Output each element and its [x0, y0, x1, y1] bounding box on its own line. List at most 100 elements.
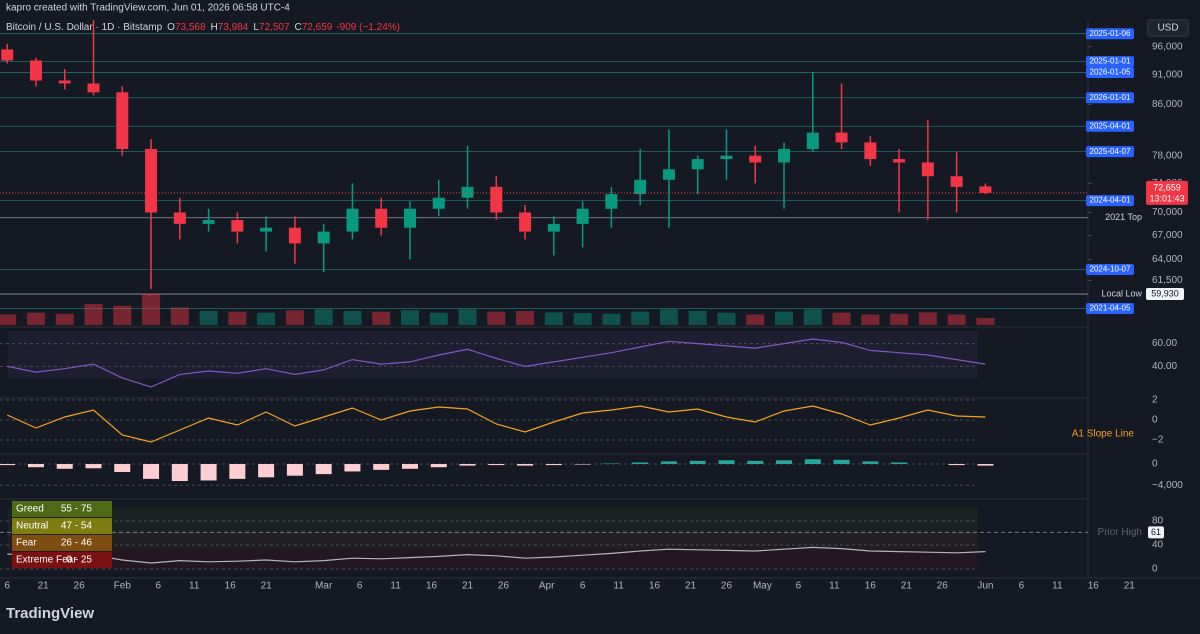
- x-tick-label: Apr: [539, 581, 555, 592]
- pane-bar: [56, 464, 73, 469]
- candle-body: [87, 83, 100, 93]
- candle-body: [490, 186, 503, 213]
- candle-body: [58, 80, 71, 84]
- pane-bar: [143, 464, 160, 479]
- volume-bar: [142, 293, 161, 325]
- x-tick-label: 11: [390, 581, 401, 592]
- x-tick-label: Feb: [114, 581, 132, 592]
- pane-tick-label: 2: [1152, 395, 1158, 406]
- pane-tick-label: −2: [1152, 435, 1164, 446]
- ohlc-value: 72,659: [302, 22, 333, 33]
- volume-bar: [400, 310, 419, 325]
- volume-bar: [947, 314, 966, 325]
- legend-range: 0 - 25: [66, 555, 92, 566]
- pane-bar: [776, 460, 793, 465]
- currency[interactable]: USD: [1157, 23, 1178, 34]
- level-badge: [1086, 66, 1134, 78]
- candle-body: [547, 223, 560, 232]
- x-tick-label: 16: [426, 581, 438, 592]
- level-value-box: [1146, 288, 1184, 301]
- pane-label: A1 Slope Line: [1072, 429, 1135, 440]
- candle-body: [202, 220, 215, 224]
- pane-bar: [517, 464, 534, 466]
- volume-bar: [372, 311, 391, 325]
- volume-bar: [717, 312, 736, 325]
- volume-bar: [113, 305, 132, 325]
- level-label: 2024-04-01: [1090, 196, 1131, 205]
- x-tick-label: 21: [462, 581, 474, 592]
- ohlc-key: C: [295, 22, 302, 33]
- level-label: 2021 Top: [1105, 212, 1142, 222]
- level-badge: [1086, 56, 1134, 68]
- volume-bar: [976, 318, 995, 325]
- candle-body: [461, 186, 474, 198]
- legend-name: Neutral: [16, 521, 48, 532]
- y-tick-label: 86,000: [1152, 99, 1183, 110]
- pane-bar: [488, 464, 505, 466]
- volume-bar: [516, 311, 535, 325]
- volume-bar: [602, 313, 621, 325]
- candle-body: [145, 148, 158, 213]
- x-tick-label: 11: [829, 581, 840, 592]
- pane-bar: [286, 464, 303, 476]
- pane-bar: [0, 464, 16, 466]
- level-label: 2026-01-01: [1090, 93, 1131, 102]
- x-tick-label: 6: [357, 581, 363, 592]
- pane-tick-label: 0: [1152, 564, 1158, 575]
- x-tick-label: 6: [1019, 581, 1025, 592]
- level-label: 2025-01-06: [1090, 29, 1131, 38]
- candle-body: [116, 92, 129, 149]
- level-label: 2024-10-07: [1090, 265, 1131, 274]
- x-tick-label: 21: [1124, 581, 1136, 592]
- ohlc-key: O: [167, 22, 175, 33]
- x-tick-label: 21: [38, 581, 50, 592]
- pane-tick-label: 80: [1152, 516, 1164, 527]
- legend-name: Fear: [16, 538, 37, 549]
- y-tick-label: 96,000: [1152, 41, 1183, 52]
- pane-bar: [344, 464, 361, 472]
- credit: kapro created with TradingView.com, Jun …: [6, 3, 290, 14]
- pane-bar: [862, 461, 879, 465]
- prior-high-box: [1148, 526, 1164, 539]
- volume-bar: [918, 312, 937, 325]
- level-label: 2021-04-05: [1090, 304, 1131, 313]
- pane-bar: [632, 462, 649, 465]
- volume-bar: [343, 311, 362, 325]
- x-tick-label: Jun: [977, 581, 993, 592]
- volume-bar: [84, 304, 103, 325]
- x-tick-label: 21: [685, 581, 697, 592]
- candle-body: [29, 60, 42, 81]
- x-tick-label: 26: [937, 581, 949, 592]
- volume-bar: [257, 312, 276, 325]
- candle-body: [835, 132, 848, 143]
- pane-bar: [373, 464, 390, 470]
- volume-bar: [573, 313, 592, 325]
- volume-bar: [228, 311, 247, 325]
- volume-bar: [688, 311, 707, 325]
- currency-box[interactable]: [1147, 19, 1189, 37]
- countdown: 13:01:43: [1149, 193, 1184, 203]
- pane-line: [7, 546, 986, 564]
- pane-tick-label: 40: [1152, 540, 1164, 551]
- pane-tick-label: 0: [1152, 415, 1158, 426]
- volume-bar: [429, 312, 448, 325]
- volume-bar: [659, 309, 678, 325]
- ohlc-key: H: [211, 22, 218, 33]
- legend-name: Extreme Fear: [16, 555, 77, 566]
- candle-body: [720, 155, 733, 160]
- volume-bar: [55, 313, 74, 325]
- y-tick-label: 67,000: [1152, 230, 1183, 241]
- candle-body: [403, 208, 416, 228]
- level-badge: [1086, 263, 1134, 275]
- pane-bar: [660, 461, 677, 465]
- legend-row: [12, 552, 112, 568]
- volume-bar: [314, 309, 333, 325]
- pane-bar: [229, 464, 246, 479]
- candle-body: [432, 197, 445, 209]
- volume-bar: [544, 312, 563, 325]
- candle-body: [346, 208, 359, 232]
- watermark: TradingView: [6, 605, 94, 622]
- prior-high-value: 61: [1151, 527, 1161, 537]
- y-tick-label: 78,000: [1152, 150, 1183, 161]
